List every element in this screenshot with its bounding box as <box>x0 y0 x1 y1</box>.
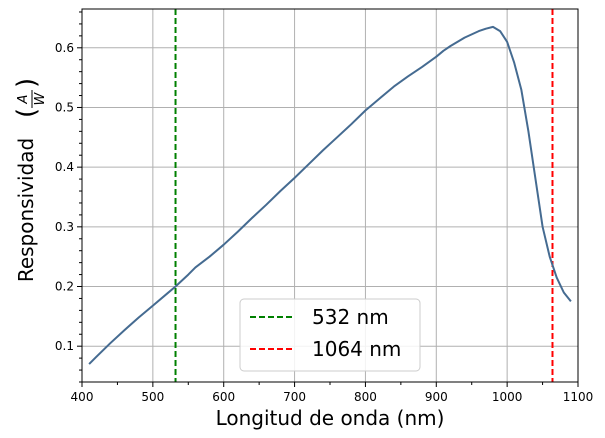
y-axis-paren-close: ) <box>12 78 42 88</box>
x-tick-label: 500 <box>141 390 164 404</box>
x-axis-label: Longitud de onda (nm) <box>216 406 445 430</box>
legend-label-532: 532 nm <box>312 305 389 329</box>
x-tick-label: 400 <box>71 390 94 404</box>
y-tick-label: 0.4 <box>55 160 74 174</box>
y-tick-label: 0.6 <box>55 41 74 55</box>
y-axis-label: Responsividad ( A W ) <box>12 78 48 282</box>
x-tick-label: 1000 <box>492 390 523 404</box>
x-tick-label: 600 <box>212 390 235 404</box>
y-axis-unit-numerator: A <box>16 95 31 105</box>
y-axis-unit-denominator: W <box>33 91 48 105</box>
y-tick-label: 0.2 <box>55 280 74 294</box>
y-axis-ticks: 0.1 0.2 0.3 0.4 0.5 0.6 <box>55 12 82 382</box>
x-axis-ticks: 400 500 600 700 800 900 1000 1100 <box>71 382 594 404</box>
x-tick-label: 1100 <box>563 390 594 404</box>
y-tick-label: 0.1 <box>55 339 74 353</box>
legend: 532 nm 1064 nm <box>240 299 420 371</box>
x-tick-label: 700 <box>283 390 306 404</box>
y-tick-label: 0.5 <box>55 100 74 114</box>
y-tick-label: 0.3 <box>55 220 74 234</box>
x-tick-label: 800 <box>354 390 377 404</box>
legend-label-1064: 1064 nm <box>312 337 401 361</box>
x-tick-label: 900 <box>425 390 448 404</box>
y-axis-label-text: Responsividad <box>14 138 38 282</box>
y-axis-paren-open: ( <box>12 108 42 118</box>
